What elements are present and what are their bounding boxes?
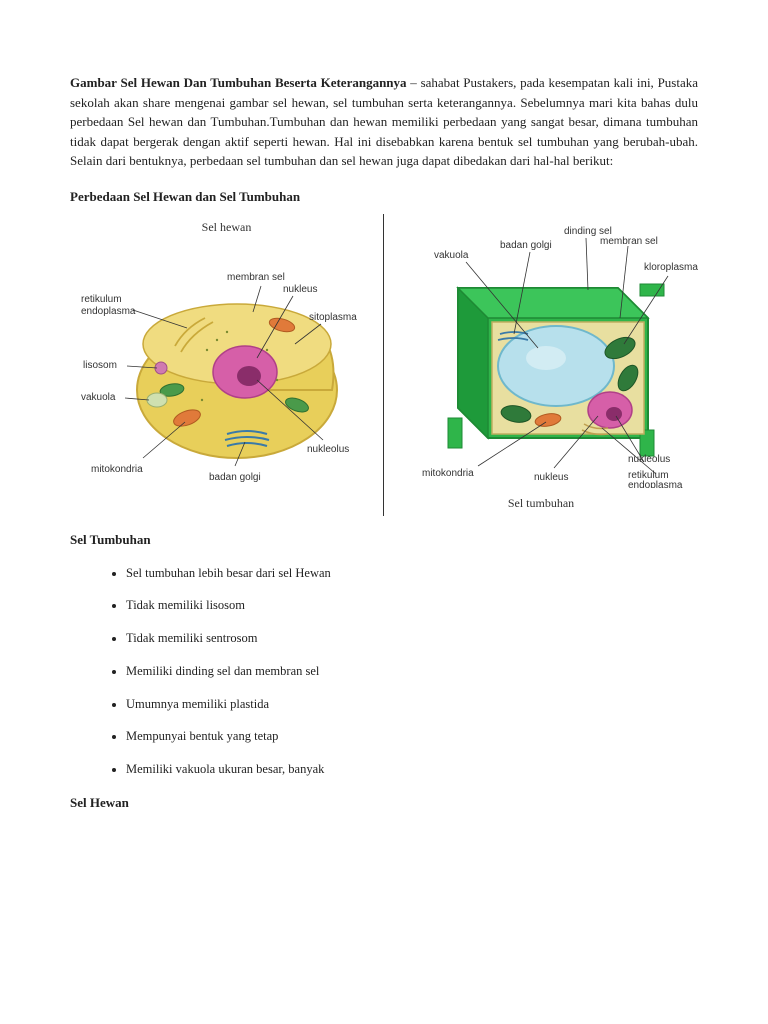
svg-text:retikulum: retikulum [81, 294, 122, 305]
svg-text:sitoplasma: sitoplasma [309, 312, 357, 323]
svg-text:nukleolus: nukleolus [307, 444, 349, 455]
svg-text:membran sel: membran sel [600, 236, 658, 247]
list-item: Sel tumbuhan lebih besar dari sel Hewan [126, 564, 698, 583]
list-item: Umumnya memiliki plastida [126, 695, 698, 714]
svg-text:mitokondria: mitokondria [422, 468, 474, 479]
svg-text:badan golgi: badan golgi [500, 240, 552, 251]
svg-text:endoplasma: endoplasma [628, 480, 683, 488]
svg-text:badan golgi: badan golgi [209, 472, 261, 483]
list-item: Memiliki dinding sel dan membran sel [126, 662, 698, 681]
animal-cell-diagram: retikulum endoplasma lisosom vakuola mit… [77, 240, 377, 500]
svg-text:lisosom: lisosom [83, 360, 117, 371]
svg-text:vakuola: vakuola [434, 250, 469, 261]
svg-text:membran sel: membran sel [227, 272, 285, 283]
cell-diagrams: Sel hewan [70, 214, 698, 516]
list-item: Tidak memiliki lisosom [126, 596, 698, 615]
heading-animal: Sel Hewan [70, 793, 698, 813]
intro-title: Gambar Sel Hewan Dan Tumbuhan Beserta Ke… [70, 75, 407, 90]
heading-difference: Perbedaan Sel Hewan dan Sel Tumbuhan [70, 187, 698, 207]
heading-plant: Sel Tumbuhan [70, 530, 698, 550]
animal-cell-title: Sel hewan [74, 218, 379, 236]
svg-text:nukleus: nukleus [283, 284, 317, 295]
intro-paragraph: Gambar Sel Hewan Dan Tumbuhan Beserta Ke… [70, 73, 698, 171]
svg-text:kloroplasma: kloroplasma [644, 262, 698, 273]
list-item: Memiliki vakuola ukuran besar, banyak [126, 760, 698, 779]
svg-text:mitokondria: mitokondria [91, 464, 143, 475]
plant-cell-panel: vakuola badan golgi dinding sel membran … [384, 214, 698, 516]
plant-cell-title: Sel tumbuhan [388, 494, 694, 512]
svg-text:nukleus: nukleus [534, 472, 568, 483]
plant-cell-diagram: vakuola badan golgi dinding sel membran … [388, 218, 698, 488]
svg-text:endoplasma: endoplasma [81, 306, 136, 317]
plant-bullet-list: Sel tumbuhan lebih besar dari sel Hewan … [70, 564, 698, 779]
svg-text:vakuola: vakuola [81, 392, 116, 403]
animal-cell-panel: Sel hewan [70, 214, 384, 516]
list-item: Mempunyai bentuk yang tetap [126, 727, 698, 746]
svg-text:nukleolus: nukleolus [628, 454, 670, 465]
list-item: Tidak memiliki sentrosom [126, 629, 698, 648]
